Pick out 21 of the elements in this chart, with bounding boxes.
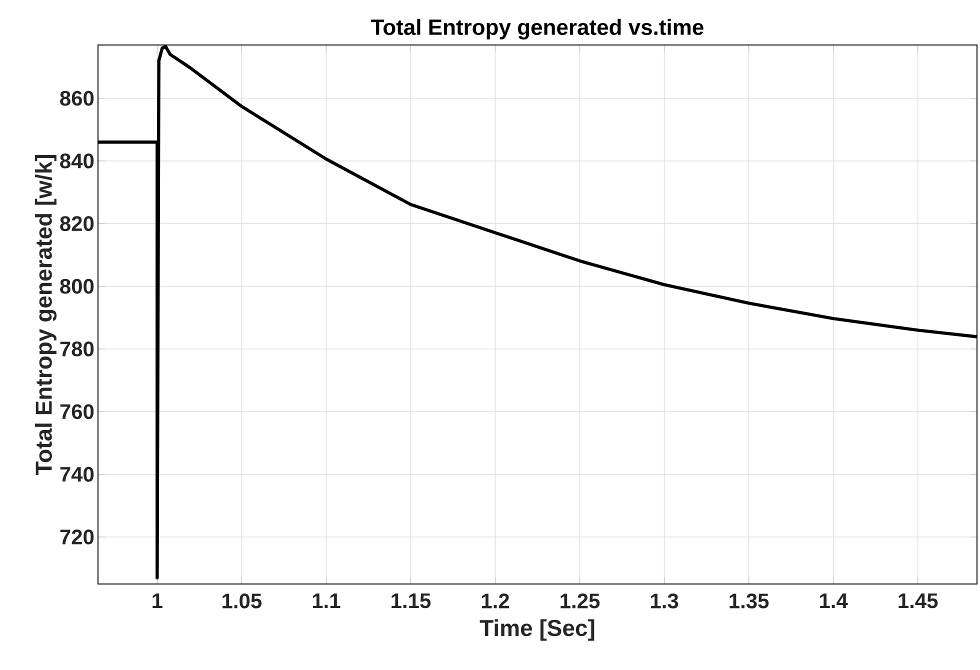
y-tick-label: 740	[60, 466, 94, 482]
chart-title: Total Entropy generated vs.time	[371, 18, 704, 40]
y-tick-label: 840	[60, 154, 94, 168]
x-tick-label: 1.3	[651, 594, 678, 608]
x-tick-label: 1.4	[820, 594, 848, 608]
y-tick-label: 800	[60, 278, 94, 294]
y-tick-label: 780	[60, 342, 94, 356]
x-tick-label: 1.35	[730, 594, 769, 608]
x-axis-title: Time [Sec]	[480, 619, 594, 641]
y-tick-label: 820	[60, 216, 94, 232]
x-tick-label: 1.2	[482, 594, 509, 608]
x-tick-label: 1.1	[312, 594, 340, 608]
y-tick-label: 760	[60, 404, 94, 420]
x-tick-label: 1.15	[392, 594, 431, 608]
y-tick-label: 720	[60, 530, 94, 544]
y-axis-title: Total Entropy generated [w/k]	[35, 154, 57, 476]
x-tick-label: 1	[152, 594, 162, 608]
x-tick-label: 1.45	[898, 594, 938, 608]
y-tick-label: 860	[60, 90, 94, 106]
x-tick-label: 1.25	[560, 594, 600, 608]
x-tick-label: 1.05	[222, 594, 262, 608]
